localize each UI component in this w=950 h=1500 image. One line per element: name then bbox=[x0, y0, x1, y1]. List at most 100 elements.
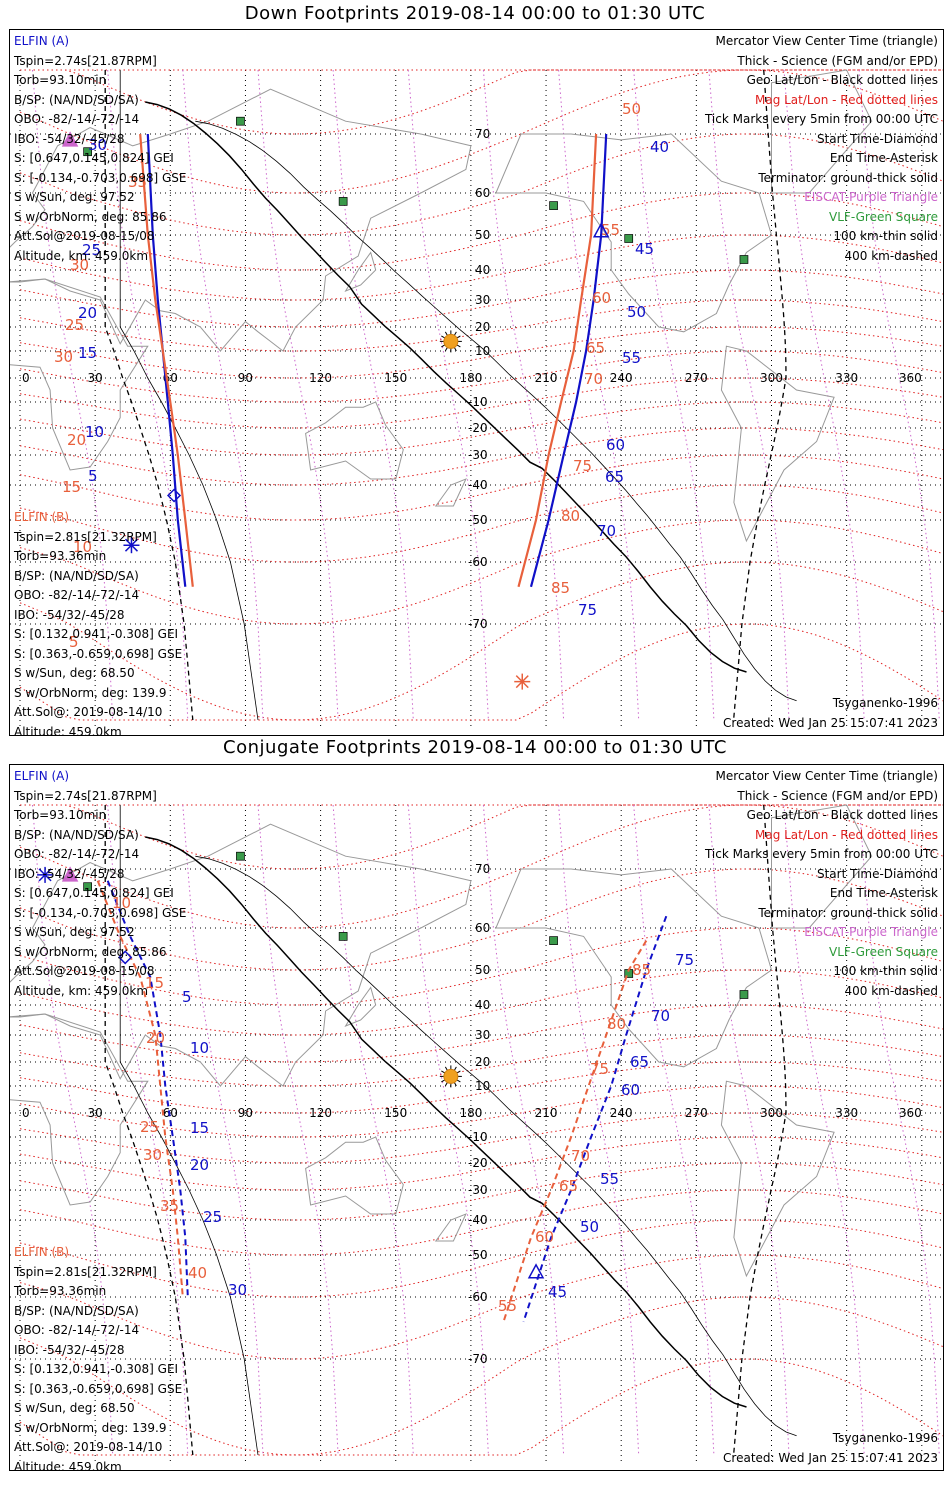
continent-outline bbox=[10, 823, 472, 1087]
tick-time-label: 10 bbox=[190, 1039, 209, 1057]
elfin-b-lines: Tspin=2.81s[21.32RPM] Torb=93.36min B/SP: … bbox=[14, 1263, 182, 1471]
eiscat-triangle bbox=[61, 131, 79, 147]
vlf-station-marker bbox=[624, 234, 634, 243]
footprint-map: 0 30 60 90 120 150 180 210 240 270 300 330 360 70 60 50… bbox=[10, 69, 943, 730]
info-line: S w/OrbNorm, deg: 85.86 bbox=[14, 944, 167, 959]
footprint-track bbox=[502, 940, 648, 1323]
latitude-tick-label: 40 bbox=[475, 263, 490, 277]
info-line: Torb=93.10min bbox=[14, 73, 107, 87]
tick-time-label: 75 bbox=[675, 951, 694, 969]
tick-time-label: 25 bbox=[140, 1118, 159, 1136]
sun-ray bbox=[441, 1070, 446, 1074]
sun-ray bbox=[444, 331, 448, 336]
tick-time-label: 55 bbox=[601, 221, 620, 239]
mag-longitude-line bbox=[257, 69, 339, 721]
map-footer: Tsyganenko-1996 Created: Wed Jan 25 15:0… bbox=[723, 1429, 938, 1468]
latitude-tick-label: 30 bbox=[475, 1028, 490, 1042]
legend-item: VLF-Green Square bbox=[829, 209, 938, 224]
legend-item: 400 km-dashed bbox=[844, 983, 938, 998]
continent-outline bbox=[771, 804, 873, 929]
mag-latitude-line bbox=[19, 561, 943, 721]
info-line: S w/Sun, deg: 68.50 bbox=[14, 666, 135, 680]
created-timestamp: Created: Wed Jan 25 15:07:41 2023 bbox=[723, 1450, 938, 1465]
vlf-station-marker bbox=[549, 201, 558, 210]
elfin-a-lines: Tspin=2.74s[21.87RPM] Torb=93.10min B/SP: … bbox=[14, 787, 187, 1002]
latitude-tick-label: -40 bbox=[468, 478, 488, 492]
sun-ray bbox=[444, 347, 448, 352]
legend-item: Thick - Science (FGM and/or EPD) bbox=[737, 53, 938, 68]
legend-item: Mag Lat/Lon - Red dotted lines bbox=[754, 827, 938, 842]
latitude-tick-label: 30 bbox=[475, 293, 490, 307]
tick-time-label: 40 bbox=[650, 138, 669, 156]
asterisk-stroke bbox=[515, 675, 529, 689]
legend-item: Mercator View Center Time (triangle) bbox=[715, 769, 938, 783]
info-line: Altitude, km: 459.0km bbox=[14, 983, 149, 998]
longitude-tick-label: 360 bbox=[899, 1106, 922, 1120]
mag-longitude-line bbox=[633, 804, 715, 1456]
latitude-tick-label: 10 bbox=[475, 344, 490, 358]
longitude-tick-label: 270 bbox=[685, 1106, 708, 1120]
down-footprints-panel: 0 30 60 90 120 150 180 210 240 270 300 330 360 70 60 50… bbox=[9, 29, 944, 736]
tick-time-label: 70 bbox=[584, 370, 603, 388]
terminator-100km-line bbox=[119, 70, 259, 721]
tick-time-label: 45 bbox=[635, 240, 654, 258]
tick-time-label: 5 bbox=[182, 988, 192, 1006]
tick-time-label: 25 bbox=[82, 241, 101, 259]
latitude-tick-label: 50 bbox=[475, 228, 490, 242]
tick-time-label: 30 bbox=[143, 1146, 162, 1164]
coastlines bbox=[10, 804, 873, 1278]
sun-ray bbox=[441, 344, 446, 348]
latitude-tick-label: -70 bbox=[468, 617, 488, 631]
tick-time-label: 65 bbox=[586, 339, 605, 357]
vlf-station-marker bbox=[236, 116, 245, 126]
map-legend: Mercator View Center Time (triangle) Thic… bbox=[705, 767, 938, 1001]
sun-ray bbox=[453, 1066, 457, 1071]
center-time-triangle bbox=[592, 222, 610, 238]
footprint-track bbox=[106, 880, 189, 1298]
info-line: B/SP: (NA/ND/SD/SA) bbox=[14, 568, 139, 583]
tick-time-label: 60 bbox=[606, 436, 625, 454]
tick-time-label: 85 bbox=[551, 579, 570, 597]
latitude-tick-label: -70 bbox=[468, 1352, 488, 1366]
info-line: S w/OrbNorm, deg: 139.9 bbox=[14, 685, 167, 700]
info-line: B/SP: (NA/ND/SD/SA) bbox=[14, 92, 139, 107]
axis-labels: 0 30 60 90 120 150 180 210 240 270 300 330 360 70 60 50… bbox=[22, 127, 922, 631]
tick-time-label: 50 bbox=[627, 303, 646, 321]
longitude-tick-label: 90 bbox=[238, 1106, 253, 1120]
tick-time-label: 10 bbox=[73, 538, 92, 556]
tick-time-label: 15 bbox=[62, 478, 81, 496]
terminator-100km-line bbox=[195, 855, 797, 1437]
info-line: IBO: -54/32/-45/28 bbox=[14, 866, 125, 881]
mag-latitude-line bbox=[19, 868, 943, 971]
elfin-b-lines: Tspin=2.81s[21.32RPM] Torb=93.36min B/SP: … bbox=[14, 528, 182, 736]
mag-longitude-line bbox=[257, 804, 339, 1456]
mag-longitude-line bbox=[708, 69, 790, 721]
latitude-tick-label: 60 bbox=[475, 186, 490, 200]
latitude-tick-label: 20 bbox=[475, 320, 490, 334]
longitude-tick-label: 120 bbox=[309, 1106, 332, 1120]
elfin-b-info: ELFIN (B) Tspin=2.81s[21.32RPM] Torb=93.3… bbox=[14, 1243, 182, 1471]
longitude-tick-label: 150 bbox=[384, 1106, 407, 1120]
longitude-tick-label: 60 bbox=[163, 1106, 178, 1120]
info-line: Tspin=2.74s[21.87RPM] bbox=[14, 53, 157, 68]
mag-longitude-line bbox=[482, 69, 565, 721]
elfin-a-info: ELFIN (A) Tspin=2.74s[21.87RPM] Torb=93.1… bbox=[14, 767, 187, 1001]
latitude-tick-label: 40 bbox=[475, 998, 490, 1012]
vlf-station-marker bbox=[338, 197, 348, 206]
tick-time-label: 55 bbox=[498, 1297, 517, 1315]
mag-latitude-line bbox=[19, 1061, 943, 1114]
created-timestamp: Created: Wed Jan 25 15:07:41 2023 bbox=[723, 715, 938, 730]
longitude-tick-label: 0 bbox=[22, 1106, 30, 1120]
tick-time-label: 50 bbox=[622, 100, 641, 118]
info-line: Torb=93.36min bbox=[14, 1284, 107, 1298]
continent-outline bbox=[10, 1013, 149, 1206]
terminator-ground-line bbox=[145, 836, 747, 1408]
sun-ray bbox=[456, 344, 461, 348]
longitude-tick-label: 0 bbox=[22, 371, 30, 385]
mag-longitude-line bbox=[783, 804, 865, 1456]
info-line: Torb=93.36min bbox=[14, 549, 107, 563]
info-line: Att.Sol@2019-08-15/08 bbox=[14, 229, 155, 243]
mag-latitude-line bbox=[19, 299, 943, 352]
legend-item: End Time-Asterisk bbox=[829, 886, 938, 900]
tick-time-label: 75 bbox=[590, 1060, 609, 1078]
